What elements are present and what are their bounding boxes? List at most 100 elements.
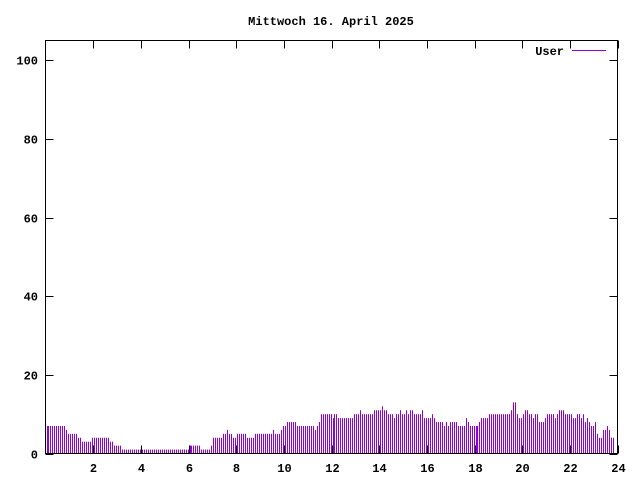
bar	[190, 445, 191, 454]
bar	[573, 418, 574, 454]
bar	[299, 425, 300, 454]
bar	[251, 437, 252, 454]
bar	[279, 433, 280, 454]
bar	[487, 418, 488, 454]
bar	[178, 449, 179, 454]
bar	[456, 422, 457, 454]
bar	[585, 422, 586, 454]
bar	[497, 414, 498, 454]
bar	[464, 425, 465, 454]
bar	[152, 449, 153, 454]
bar	[56, 425, 57, 454]
bar	[203, 449, 204, 454]
bar	[287, 422, 288, 454]
bar	[215, 437, 216, 454]
bar	[571, 414, 572, 454]
bar	[265, 433, 266, 454]
bar	[76, 433, 77, 454]
bar	[348, 418, 349, 454]
bar	[432, 414, 433, 454]
bar	[521, 418, 522, 454]
bar	[545, 418, 546, 454]
bar	[460, 425, 461, 454]
bar	[158, 449, 159, 454]
bar	[146, 449, 147, 454]
bar	[575, 418, 576, 454]
y-tick-label: 100	[16, 55, 38, 69]
bar	[553, 414, 554, 454]
bar	[607, 425, 608, 454]
bar	[599, 437, 600, 454]
y-tick-label: 40	[24, 291, 38, 305]
bar	[102, 437, 103, 454]
bar	[420, 414, 421, 454]
bar	[271, 433, 272, 454]
bar	[172, 449, 173, 454]
bar	[116, 445, 117, 454]
bar	[128, 449, 129, 454]
bar	[583, 414, 584, 454]
bar	[132, 449, 133, 454]
bar	[458, 425, 459, 454]
bar	[275, 433, 276, 454]
bar	[62, 425, 63, 454]
bar	[519, 418, 520, 454]
bar	[593, 425, 594, 454]
bar	[160, 449, 161, 454]
bar	[468, 422, 469, 454]
bar	[90, 441, 91, 454]
bar	[442, 422, 443, 454]
y-tick-label: 60	[24, 213, 38, 227]
bar	[362, 414, 363, 454]
bar	[438, 422, 439, 454]
bar	[529, 414, 530, 454]
bar	[517, 414, 518, 454]
bar	[569, 414, 570, 454]
bar	[267, 433, 268, 454]
bar	[406, 410, 407, 454]
bar	[162, 449, 163, 454]
bar	[525, 410, 526, 454]
bar	[416, 414, 417, 454]
bar	[217, 437, 218, 454]
bar	[243, 433, 244, 454]
bar	[541, 422, 542, 454]
bar	[589, 422, 590, 454]
bar	[539, 422, 540, 454]
bar	[273, 429, 274, 454]
bar	[452, 422, 453, 454]
bar	[499, 414, 500, 454]
bar	[174, 449, 175, 454]
bar	[605, 429, 606, 454]
bar	[60, 425, 61, 454]
bar	[106, 437, 107, 454]
legend: User	[535, 45, 606, 59]
bar	[201, 449, 202, 454]
bar	[511, 410, 512, 454]
bar	[515, 402, 516, 454]
bar	[384, 410, 385, 454]
x-tick-label: 18	[468, 462, 482, 476]
bar	[472, 425, 473, 454]
bar	[120, 445, 121, 454]
bar	[408, 414, 409, 454]
bar	[84, 441, 85, 454]
bar	[114, 445, 115, 454]
bar	[235, 437, 236, 454]
bar	[295, 422, 296, 454]
bar	[237, 433, 238, 454]
bar	[603, 429, 604, 454]
bar	[549, 414, 550, 454]
bar	[476, 425, 477, 454]
bar	[557, 414, 558, 454]
bar	[303, 425, 304, 454]
bar	[350, 418, 351, 454]
bar	[96, 437, 97, 454]
bar	[527, 410, 528, 454]
bar	[263, 433, 264, 454]
bar	[211, 445, 212, 454]
bar	[249, 437, 250, 454]
bar	[180, 449, 181, 454]
bar	[358, 414, 359, 454]
